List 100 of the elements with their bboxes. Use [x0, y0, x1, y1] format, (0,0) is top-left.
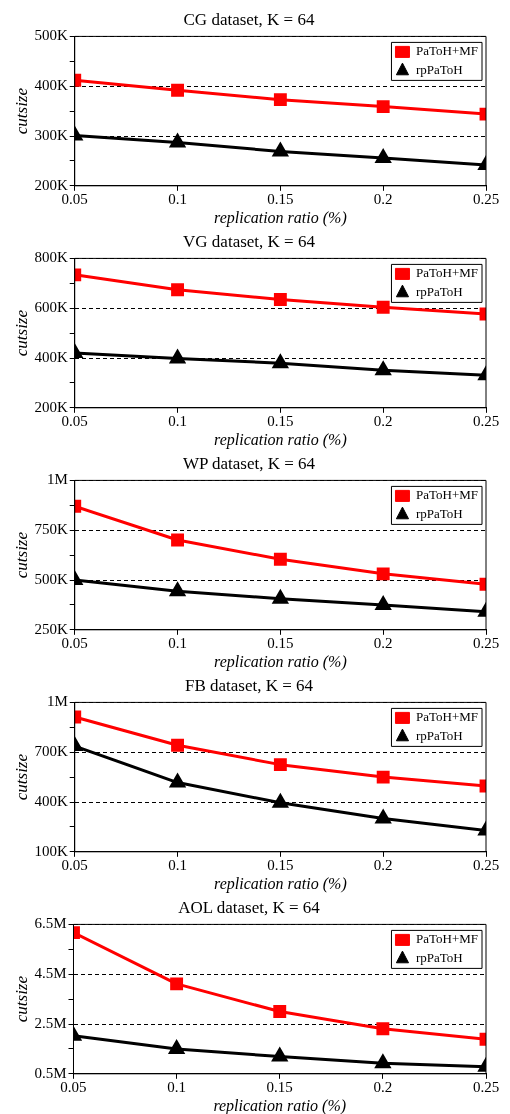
y-tick-label: 700K: [34, 743, 68, 760]
y-tick-label: 250K: [34, 620, 68, 637]
y-tick-label: 4.5M: [34, 965, 67, 982]
point: [272, 142, 288, 157]
legend-label: PaToH+MF: [415, 265, 478, 281]
x-axis-title: replication ratio (%): [214, 430, 347, 449]
point: [171, 283, 184, 297]
point: [273, 93, 287, 107]
y-tick-label: 1M: [46, 693, 68, 710]
point: [170, 977, 184, 991]
x-tick-label: 0.2: [373, 856, 393, 873]
y-tick-label: 300K: [34, 126, 68, 143]
y-tick-label: 2.5M: [34, 1014, 67, 1031]
x-tick-label: 0.25: [472, 1078, 500, 1095]
legend-label: rpPaToH: [415, 506, 463, 522]
x-axis-title: replication ratio (%): [214, 208, 347, 227]
point: [272, 354, 288, 369]
y-axis-title: cutsize: [11, 753, 31, 801]
point: [376, 770, 390, 784]
point: [171, 83, 184, 97]
x-tick-label: 0.05: [61, 856, 88, 873]
x-tick-label: 0.2: [373, 190, 393, 207]
point: [273, 293, 287, 306]
point: [272, 590, 288, 604]
x-tick-label: 0.1: [168, 856, 187, 873]
chart-title: WP dataset, K = 64: [182, 453, 316, 473]
x-axis-title: replication ratio (%): [214, 652, 347, 671]
point: [169, 350, 186, 364]
legend-label: PaToH+MF: [415, 709, 478, 725]
point: [375, 149, 391, 163]
x-tick-label: 0.05: [61, 190, 88, 207]
point: [171, 533, 184, 547]
legend-label: PaToH+MF: [415, 487, 478, 503]
x-tick-label: 0.1: [168, 412, 187, 429]
x-tick-label: 0.1: [168, 634, 187, 651]
point: [375, 1054, 391, 1069]
chart-title: CG dataset, K = 64: [183, 9, 315, 29]
y-tick-label: 0.5M: [34, 1064, 67, 1081]
point: [169, 774, 186, 788]
y-axis-title: cutsize: [11, 309, 31, 357]
x-tick-label: 0.25: [472, 190, 500, 207]
legend-label: rpPaToH: [415, 728, 463, 744]
x-tick-label: 0.05: [61, 412, 88, 429]
point: [375, 361, 391, 376]
x-tick-label: 0.05: [60, 1078, 87, 1095]
y-tick-label: 750K: [34, 521, 68, 538]
y-axis-title: cutsize: [11, 531, 31, 579]
point: [169, 1040, 185, 1054]
y-tick-label: 400K: [34, 77, 68, 94]
x-tick-label: 0.1: [167, 1078, 186, 1095]
point: [272, 1048, 288, 1062]
x-tick-label: 0.2: [373, 1078, 393, 1095]
x-tick-label: 0.25: [472, 634, 500, 651]
x-tick-label: 0.05: [61, 634, 88, 651]
x-axis-title: replication ratio (%): [213, 1096, 347, 1114]
legend-label: rpPaToH: [415, 62, 463, 78]
y-axis-title: cutsize: [11, 87, 31, 135]
legend-label: PaToH+MF: [415, 931, 478, 947]
x-tick-label: 0.15: [267, 634, 294, 651]
y-tick-label: 6.5M: [34, 915, 67, 932]
x-tick-label: 0.2: [373, 412, 393, 429]
point: [376, 1022, 390, 1036]
chart-title: FB dataset, K = 64: [184, 675, 314, 695]
point: [273, 758, 287, 772]
x-tick-label: 0.15: [267, 190, 294, 207]
y-tick-label: 800K: [34, 249, 68, 266]
point: [376, 100, 390, 114]
point: [376, 300, 390, 314]
y-tick-label: 100K: [34, 842, 68, 859]
y-tick-label: 400K: [34, 792, 68, 809]
point: [273, 1005, 287, 1018]
x-tick-label: 0.25: [472, 412, 500, 429]
point: [376, 567, 390, 581]
point: [375, 810, 391, 824]
x-tick-label: 0.2: [373, 634, 393, 651]
point: [273, 552, 287, 566]
x-tick-label: 0.25: [472, 856, 500, 873]
chart-title: VG dataset, K = 64: [183, 231, 316, 251]
legend-label: rpPaToH: [415, 950, 463, 966]
y-tick-label: 200K: [34, 398, 68, 415]
y-tick-label: 500K: [34, 570, 68, 587]
x-axis-title: replication ratio (%): [214, 874, 347, 893]
x-tick-label: 0.15: [267, 856, 294, 873]
legend-label: PaToH+MF: [415, 43, 478, 59]
point: [375, 596, 391, 610]
y-axis-title: cutsize: [11, 975, 31, 1023]
x-tick-label: 0.15: [267, 412, 294, 429]
y-tick-label: 400K: [34, 348, 68, 365]
x-tick-label: 0.1: [168, 190, 187, 207]
chart-title: AOL dataset, K = 64: [178, 897, 321, 917]
point: [169, 133, 186, 148]
y-tick-label: 600K: [34, 299, 68, 316]
y-tick-label: 200K: [34, 176, 68, 193]
point: [171, 738, 184, 752]
point: [169, 582, 186, 597]
y-tick-label: 500K: [34, 27, 68, 44]
x-tick-label: 0.15: [266, 1078, 293, 1095]
legend-label: rpPaToH: [415, 284, 463, 300]
point: [272, 794, 288, 808]
y-tick-label: 1M: [46, 471, 68, 488]
